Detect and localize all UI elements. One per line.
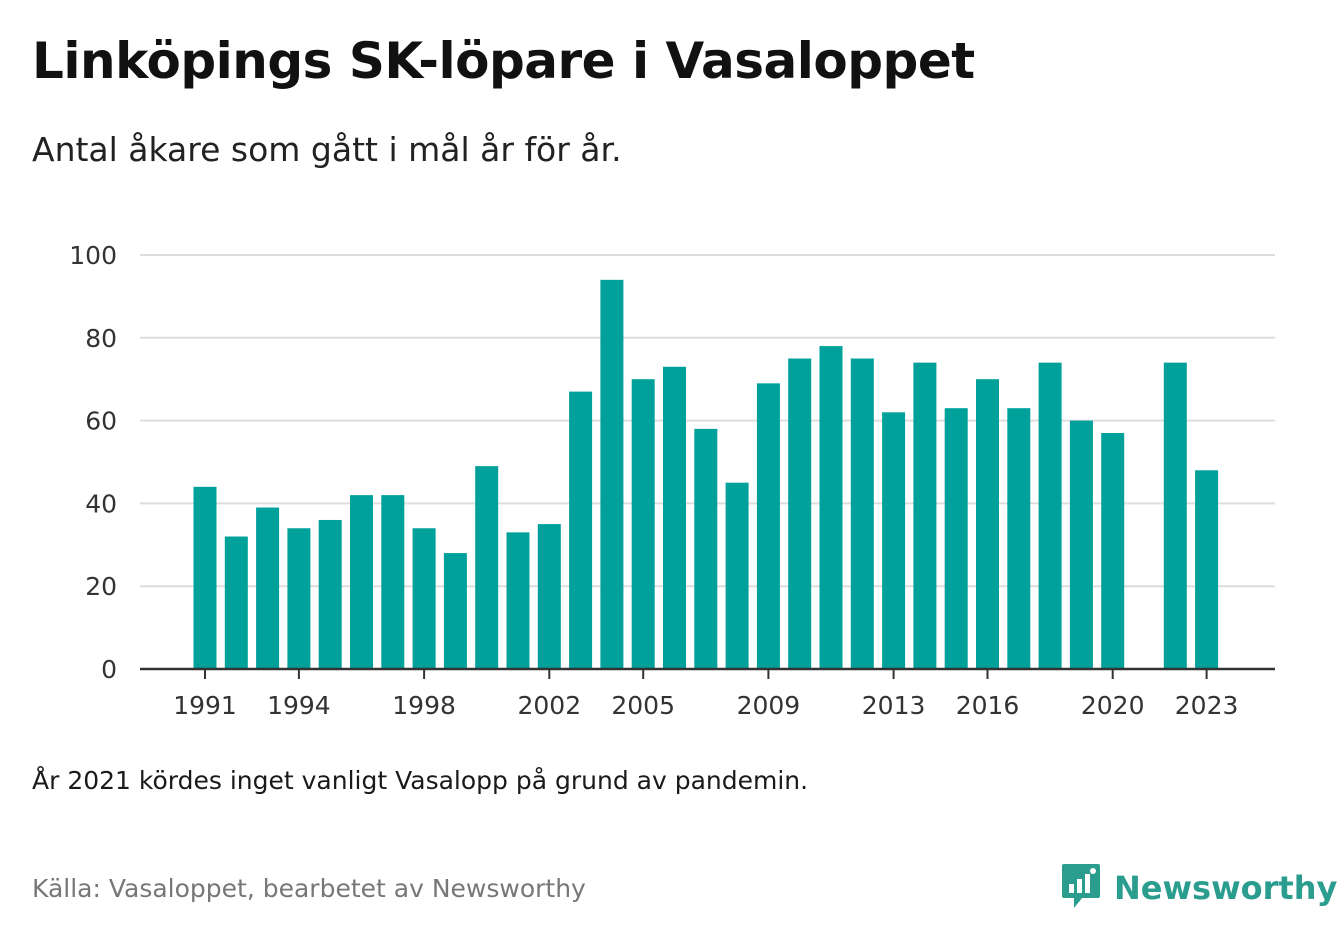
bar-1995: [318, 519, 342, 669]
bar-chart: 0 20 40 60 80 100 1991 1994 1998 2002 2005 2009 2013…: [69, 241, 1275, 720]
bar-2023: [1195, 470, 1219, 669]
bar-2009: [756, 383, 780, 669]
x-tick-label: 2020: [1081, 691, 1145, 720]
x-tick-label: 2009: [737, 691, 801, 720]
bar-2019: [1069, 420, 1093, 669]
newsworthy-logo: Newsworthy: [1060, 862, 1337, 914]
bar-2017: [1007, 408, 1031, 669]
bar-2013: [882, 412, 906, 669]
bar-2004: [600, 279, 624, 669]
bar-2020: [1101, 433, 1125, 669]
bar-2006: [663, 366, 686, 669]
bar-2001: [506, 532, 530, 669]
bar-2008: [725, 482, 749, 669]
bar-1996: [350, 495, 373, 669]
newsworthy-logo-icon: [1060, 862, 1102, 914]
bar-2014: [913, 362, 937, 669]
bar-1991: [193, 486, 217, 669]
bar-2016: [976, 379, 999, 669]
bar-2003: [569, 391, 593, 669]
source-credit: Källa: Vasaloppet, bearbetet av Newswort…: [32, 874, 586, 903]
x-tick-label: 2005: [611, 691, 675, 720]
footnote: År 2021 kördes inget vanligt Vasalopp på…: [32, 766, 809, 795]
x-tick-label: 2023: [1175, 691, 1239, 720]
bar-2000: [475, 466, 499, 669]
x-tick-label: 1994: [267, 691, 331, 720]
bar-1999: [443, 553, 467, 669]
y-tick-label: 20: [85, 572, 117, 601]
y-tick-label: 0: [101, 655, 117, 684]
x-tick-label: 2013: [862, 691, 926, 720]
bar-2010: [788, 358, 812, 669]
y-tick-label: 100: [69, 241, 117, 270]
bar-2012: [850, 358, 874, 669]
bar-2011: [819, 346, 843, 669]
y-tick-label: 80: [85, 324, 117, 353]
y-tick-label: 40: [85, 489, 117, 518]
bar-1997: [381, 495, 405, 669]
bar-1992: [224, 536, 248, 669]
x-tick-label: 2016: [956, 691, 1020, 720]
bar-1994: [287, 528, 311, 669]
bar-2015: [944, 408, 968, 669]
chart-subtitle: Antal åkare som gått i mål år för år.: [32, 130, 622, 169]
bar-2007: [694, 428, 718, 669]
bar-1998: [412, 528, 436, 669]
bar-2005: [631, 379, 655, 669]
bar-2022: [1163, 362, 1187, 669]
bar-2018: [1038, 362, 1062, 669]
x-tick-label: 2002: [517, 691, 581, 720]
bar-1993: [256, 507, 280, 669]
bar-2002: [537, 524, 561, 669]
y-tick-label: 60: [85, 407, 117, 436]
x-tick-label: 1991: [173, 691, 237, 720]
chart-title: Linköpings SK-löpare i Vasaloppet: [32, 32, 975, 90]
brand-name: Newsworthy: [1114, 869, 1338, 907]
x-tick-label: 1998: [392, 691, 456, 720]
